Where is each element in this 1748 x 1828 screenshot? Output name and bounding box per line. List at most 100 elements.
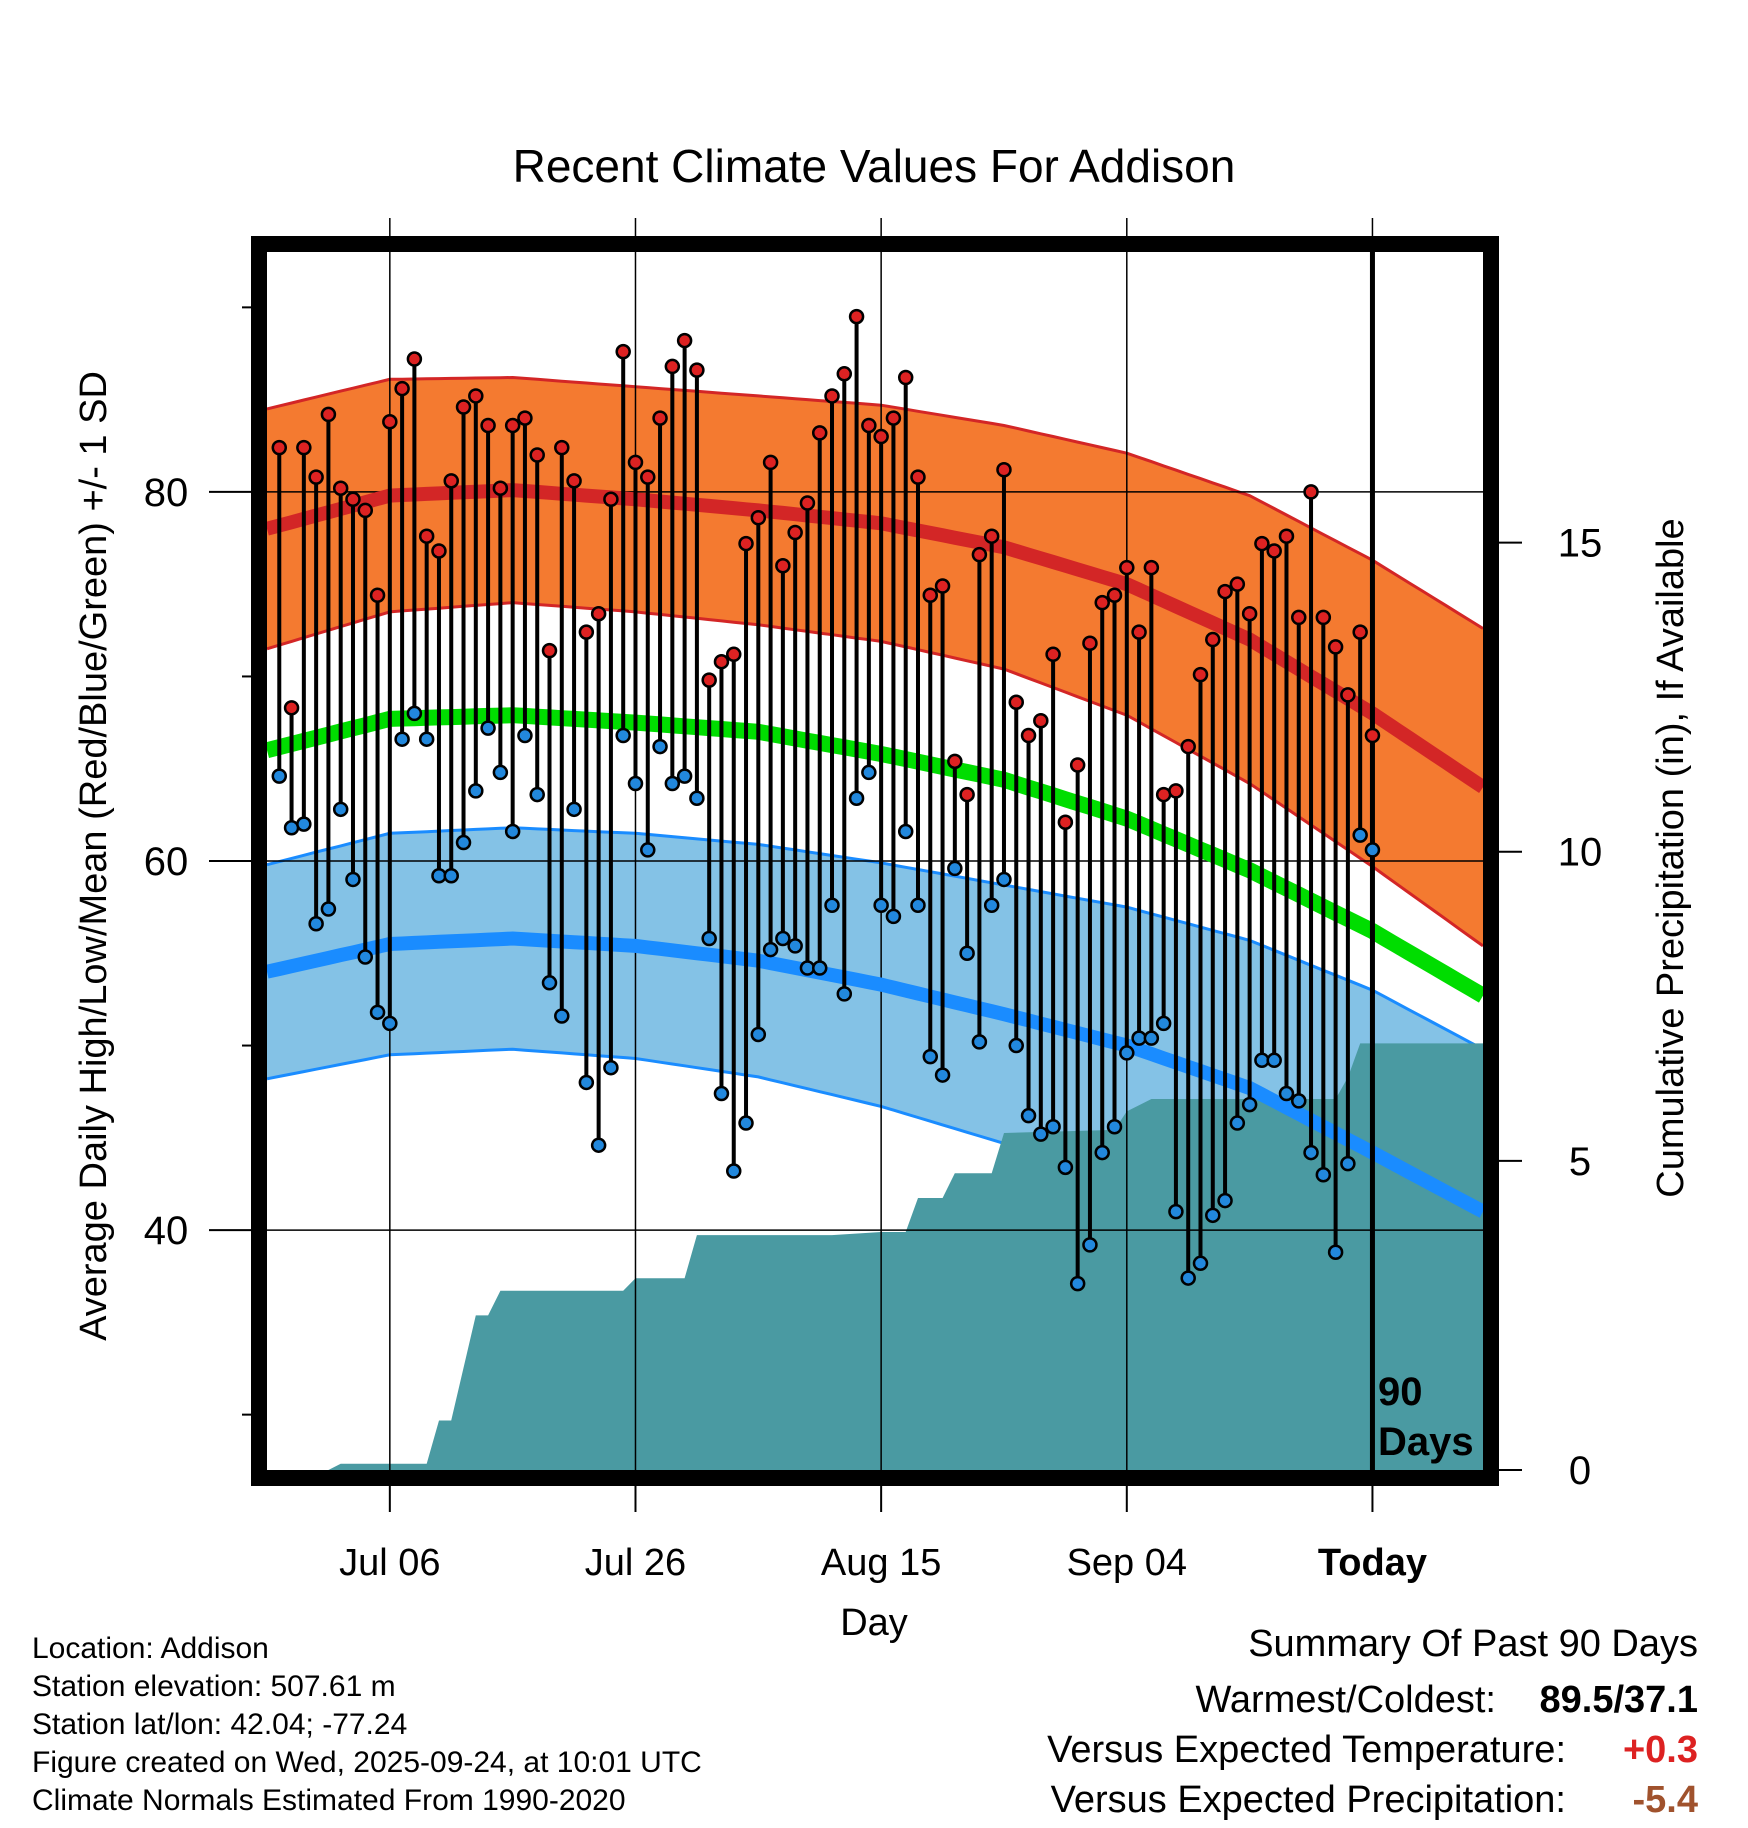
high-sd-band (267, 377, 1483, 946)
high-dot (529, 447, 545, 463)
low-dot (345, 871, 361, 888)
low-dot (1033, 1126, 1049, 1142)
low-dot (332, 801, 349, 818)
high-dot (394, 380, 410, 397)
x-axis-label: Day (840, 1602, 908, 1644)
high-dot (1266, 543, 1282, 559)
x-tick-label: Jul 26 (585, 1542, 686, 1584)
high-dot (308, 469, 324, 485)
daily-dots (271, 308, 1381, 1292)
high-dot (517, 410, 533, 426)
precip-cumulative-area (267, 1043, 1483, 1470)
high-dot (1303, 484, 1319, 500)
low-dot (897, 823, 914, 840)
low-dot (541, 975, 558, 991)
high-dot (1008, 694, 1025, 711)
high-dot (1315, 609, 1332, 626)
low-dot (689, 790, 705, 807)
high-dot (554, 439, 570, 456)
summary-precip-value: -5.4 (1633, 1779, 1698, 1821)
low-sd-band-upper-edge (266, 826, 1484, 1051)
low-dot (922, 1048, 939, 1065)
high-dot (615, 343, 631, 360)
left-axis: 40 60 80 (144, 306, 251, 1416)
high-dot (873, 428, 889, 445)
normal-mean-line (264, 707, 1488, 1003)
low-dot (455, 834, 472, 851)
high-dot (1143, 559, 1160, 576)
high-dot (996, 462, 1012, 478)
low-dot (443, 868, 459, 884)
high-dot (369, 587, 386, 604)
low-dot (848, 790, 865, 807)
low-dot (725, 1163, 742, 1179)
low-dot (1315, 1166, 1332, 1183)
high-dot (492, 480, 509, 496)
high-dot (1033, 712, 1049, 729)
low-dot (652, 738, 668, 755)
high-dot (750, 509, 767, 526)
high-dot (504, 417, 521, 434)
chart-title: Recent Climate Values For Addison (513, 140, 1236, 192)
normal-bands (266, 375, 1484, 1376)
x-axis: Jul 06 Jul 26 Aug 15 Sep 04 Today (339, 1486, 1427, 1584)
low-dot (1155, 1015, 1172, 1032)
x-tick-label: Aug 15 (821, 1542, 941, 1584)
low-dot (1082, 1237, 1098, 1253)
right-axis: 0 5 10 15 (1499, 522, 1602, 1493)
high-dot (811, 425, 828, 441)
low-dot (738, 1115, 754, 1131)
high-dot (934, 578, 951, 594)
high-dot (824, 388, 840, 404)
normal-lines (264, 483, 1488, 1218)
high-dot (1155, 786, 1172, 803)
low-dot (320, 901, 337, 917)
low-dot (824, 897, 840, 914)
high-dot (1168, 783, 1184, 799)
high-dot (1254, 535, 1270, 552)
high-dot (885, 410, 902, 426)
y2-tick-label: 10 (1558, 831, 1603, 875)
high-dot (701, 672, 717, 688)
high-dot (664, 358, 681, 375)
low-dot (480, 720, 496, 736)
high-dot (897, 369, 914, 386)
high-dot (1045, 646, 1061, 663)
high-dot (603, 491, 619, 508)
y-tick-label: 80 (144, 471, 189, 515)
high-dot (787, 524, 803, 541)
low-dot (1352, 827, 1368, 843)
low-dot (1291, 1093, 1307, 1109)
low-dot (750, 1026, 767, 1043)
high-dot (1364, 727, 1381, 744)
low-dot (959, 945, 975, 962)
high-dot (1131, 624, 1147, 640)
high-dot (1082, 635, 1098, 651)
plot-frame (251, 236, 1499, 1486)
high-dot (455, 399, 472, 415)
summary-precip-label: Versus Expected Precipitation: (1051, 1779, 1566, 1821)
low-dot (566, 801, 582, 818)
high-dot (431, 543, 447, 559)
high-dot (1340, 687, 1356, 703)
low-dot (296, 816, 312, 832)
high-dot (578, 624, 595, 640)
low-dot (775, 930, 791, 947)
high-dot (738, 535, 754, 552)
low-dot (603, 1059, 619, 1076)
high-dot (959, 786, 975, 803)
low-dot (861, 764, 877, 781)
high-dot (406, 351, 423, 367)
low-dot (934, 1067, 951, 1083)
high-dot (468, 388, 484, 404)
low-dot (615, 727, 631, 744)
low-dot (283, 820, 300, 836)
days-word-label: Days (1378, 1420, 1474, 1464)
high-dot (676, 332, 693, 349)
low-dot (1045, 1118, 1061, 1135)
low-dot (873, 897, 889, 914)
days-count-label: 90 (1378, 1370, 1423, 1414)
footer-elevation: Station elevation: 507.61 m (32, 1670, 396, 1703)
high-dot (848, 308, 865, 325)
